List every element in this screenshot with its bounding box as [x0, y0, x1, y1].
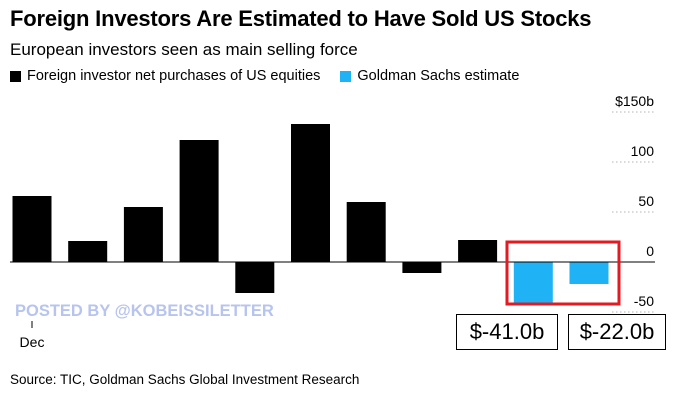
legend-label-estimate: Goldman Sachs estimate — [357, 68, 520, 84]
bar-actual-8 — [458, 240, 498, 262]
source-note: Source: TIC, Goldman Sachs Global Invest… — [10, 372, 360, 387]
estimate-highlight-box — [505, 240, 621, 306]
legend-item-estimate: Goldman Sachs estimate — [340, 68, 519, 84]
y-tick-label: 0 — [646, 243, 654, 259]
x-tick-label: Dec — [20, 334, 45, 350]
watermark-text: POSTED BY @KOBEISSILETTER — [15, 302, 274, 320]
bar-actual-1 — [68, 241, 108, 262]
y-tick-label: -50 — [634, 293, 654, 309]
legend-label-actual: Foreign investor net purchases of US equ… — [27, 68, 321, 84]
chart-subtitle: European investors seen as main selling … — [10, 40, 358, 59]
legend-swatch-actual — [10, 70, 21, 82]
bar-actual-3 — [179, 140, 219, 262]
callout-estimate-1: $-41.0b — [456, 314, 558, 350]
bar-actual-0 — [12, 196, 52, 262]
bar-actual-6 — [346, 202, 386, 262]
bar-estimate-10 — [569, 262, 609, 284]
legend-item-actual: Foreign investor net purchases of US equ… — [10, 68, 320, 84]
chart-title: Foreign Investors Are Estimated to Have … — [10, 6, 592, 31]
callout-estimate-2: $-22.0b — [568, 314, 666, 350]
y-tick-label: 100 — [631, 143, 655, 159]
chart-legend: Foreign investor net purchases of US equ… — [10, 68, 539, 84]
bar-actual-7 — [402, 262, 442, 273]
bar-actual-5 — [291, 124, 330, 262]
bar-actual-2 — [123, 207, 163, 262]
bar-estimate-9 — [513, 262, 553, 303]
grid-lines — [612, 111, 655, 313]
y-tick-label: 50 — [638, 193, 654, 209]
y-tick-label: $150b — [615, 93, 654, 109]
bars — [12, 124, 609, 303]
legend-swatch-estimate — [340, 70, 352, 82]
axes: -50 0 50 100 $150b Dec — [10, 93, 655, 350]
bar-actual-4 — [235, 262, 275, 293]
